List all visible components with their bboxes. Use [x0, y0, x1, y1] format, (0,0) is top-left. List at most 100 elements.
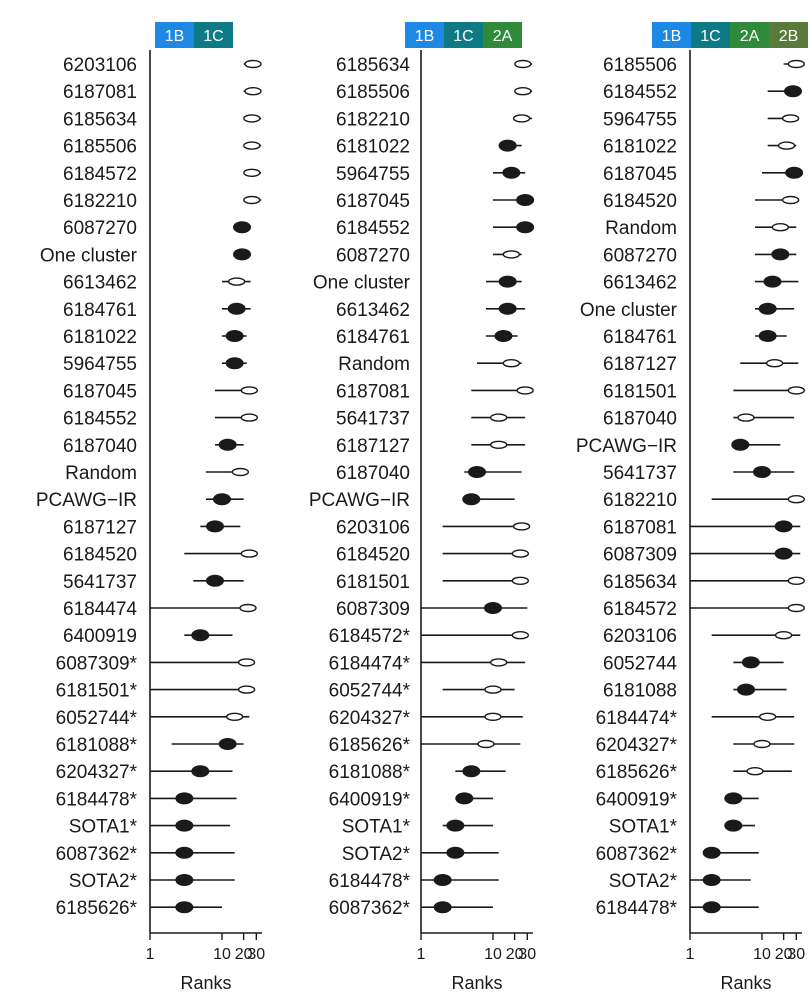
- violin-body: [758, 330, 777, 342]
- violin-body: [511, 549, 530, 558]
- violin-body: [787, 495, 806, 504]
- violin-body: [787, 386, 806, 395]
- category-label: 6184552: [603, 82, 677, 103]
- violin-body: [446, 846, 465, 859]
- violin-body: [787, 576, 806, 585]
- violin-body: [502, 250, 521, 259]
- violin-body: [702, 846, 721, 859]
- violin-body: [494, 330, 513, 342]
- violin-body: [243, 141, 261, 150]
- category-label: 6204327*: [56, 762, 138, 783]
- violin-body: [240, 413, 259, 422]
- category-label: PCAWG−IR: [576, 436, 677, 457]
- x-tick-label: 20: [235, 946, 253, 963]
- category-label: 6613462: [63, 273, 137, 294]
- category-label: 6185634: [336, 55, 410, 76]
- category-label: 6187081: [63, 82, 137, 103]
- violin-body: [218, 738, 237, 750]
- category-label: 5964755: [603, 109, 677, 130]
- x-tick-label: 20: [506, 946, 524, 963]
- category-label: 6052744*: [56, 708, 138, 729]
- violin-body: [225, 357, 244, 370]
- violin-body: [231, 467, 250, 477]
- category-label: One cluster: [40, 245, 138, 266]
- category-label: SOTA2*: [69, 871, 138, 892]
- category-label: 6182210: [603, 490, 677, 511]
- category-label: 6203106: [336, 517, 410, 538]
- violin-body: [433, 901, 452, 914]
- category-label: Random: [605, 218, 677, 239]
- header-block-1b: [155, 22, 194, 48]
- category-label: 6087362*: [329, 898, 411, 919]
- category-label: Random: [65, 463, 137, 484]
- header-block-1b: [405, 22, 444, 48]
- violin-body: [462, 765, 481, 778]
- category-label: 6087309: [603, 545, 677, 566]
- violin-body: [771, 248, 790, 261]
- violin-body: [205, 574, 224, 587]
- header-block-1c: [444, 22, 483, 48]
- category-label: 6182210: [336, 109, 410, 130]
- category-label: 6184478*: [56, 789, 138, 810]
- violin-body: [516, 194, 535, 206]
- header-block-1b: [652, 22, 691, 48]
- violin-body: [237, 658, 256, 667]
- category-label: 6184572: [63, 164, 137, 185]
- category-label: 6087309*: [56, 653, 138, 674]
- violin-body: [746, 767, 764, 776]
- x-tick-label: 10: [213, 946, 231, 963]
- violin-body: [225, 712, 244, 721]
- category-label: SOTA2*: [342, 844, 411, 865]
- category-label: 6184761: [336, 327, 410, 348]
- header-label-1c: 1C: [700, 28, 720, 45]
- violin-body: [484, 685, 502, 694]
- category-label: 6184761: [603, 327, 677, 348]
- category-label: 6613462: [603, 273, 677, 294]
- category-label: 5964755: [63, 354, 137, 375]
- violin-body: [446, 819, 465, 832]
- category-label: 6184520: [336, 545, 410, 566]
- violin-body: [514, 59, 532, 69]
- violin-body: [175, 846, 194, 859]
- violin-body: [774, 631, 793, 640]
- violin-body: [724, 792, 743, 805]
- violin-body: [498, 302, 517, 315]
- header-label-2a: 2A: [493, 28, 513, 45]
- violin-body: [512, 522, 531, 531]
- violin-body: [239, 603, 257, 613]
- category-label: SOTA1*: [342, 817, 411, 838]
- category-label: 6181022: [603, 137, 677, 158]
- category-label: 6185506: [63, 137, 137, 158]
- header-block-2a: [730, 22, 769, 48]
- violin-body: [784, 85, 803, 98]
- violin-body: [468, 466, 486, 478]
- violin-body: [233, 248, 252, 261]
- violin-body: [702, 901, 721, 914]
- violin-body: [781, 195, 800, 205]
- header-label-1c: 1C: [203, 28, 223, 45]
- violin-body: [511, 576, 530, 585]
- violin-body: [218, 438, 237, 451]
- category-label: 6184474: [63, 599, 137, 620]
- x-tick-label: 30: [247, 946, 265, 963]
- category-label: 6184572: [603, 599, 677, 620]
- x-tick-label: 1: [417, 946, 426, 963]
- category-label: PCAWG−IR: [36, 490, 137, 511]
- x-tick-label: 30: [787, 946, 805, 963]
- header-label-1c: 1C: [453, 28, 473, 45]
- category-label: 6184478*: [596, 898, 678, 919]
- violin-body: [498, 139, 517, 152]
- category-label: 6185506: [603, 55, 677, 76]
- violin-body: [175, 874, 194, 886]
- header-label-2b: 2B: [779, 28, 799, 45]
- category-label: One cluster: [313, 273, 411, 294]
- violin-body: [753, 739, 771, 749]
- category-label: Random: [338, 354, 410, 375]
- category-label: 6087270: [603, 245, 677, 266]
- category-label: 6185626*: [596, 762, 678, 783]
- category-label: 6187045: [336, 191, 410, 212]
- category-label: 6204327*: [596, 735, 678, 756]
- violin-body: [774, 520, 793, 533]
- violin-body: [763, 275, 782, 288]
- category-label: 6187040: [603, 409, 677, 430]
